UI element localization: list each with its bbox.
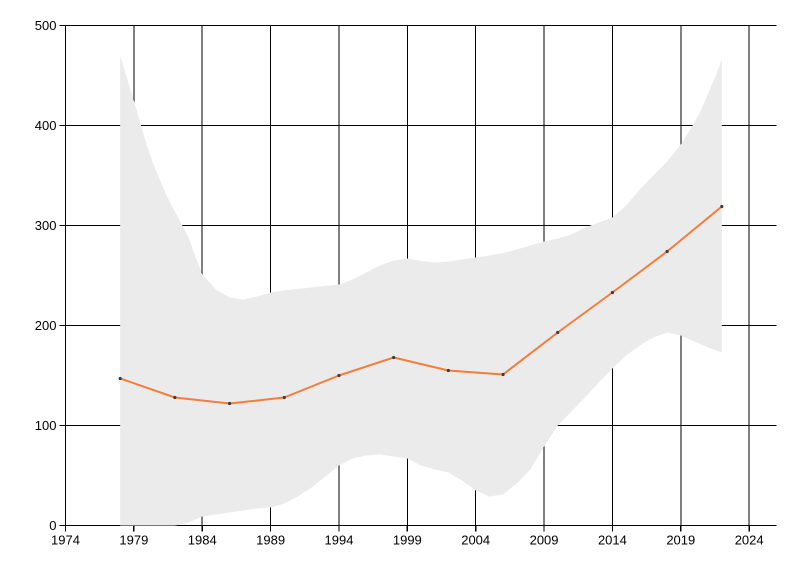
y-tick-label: 200: [35, 318, 57, 333]
y-tick-label: 500: [35, 18, 57, 33]
data-point-marker: [227, 401, 232, 406]
y-tick-label: 300: [35, 218, 57, 233]
data-point-marker: [556, 330, 560, 335]
data-point-marker: [720, 204, 724, 209]
data-point-marker: [118, 376, 122, 381]
x-tick-label: 1989: [256, 533, 285, 548]
x-tick-label: 2004: [461, 533, 490, 548]
data-point-marker: [610, 290, 615, 295]
data-point-marker: [665, 249, 669, 254]
x-tick-label: 2009: [530, 533, 559, 548]
x-tick-label: 2014: [598, 533, 627, 548]
confidence-band: [120, 55, 722, 526]
central-estimate-line: [119, 205, 723, 405]
x-tick-label: 2019: [666, 533, 695, 548]
x-tick-label: 2024: [735, 533, 764, 548]
x-tick-label: 1984: [188, 533, 217, 548]
data-point-marker: [446, 368, 450, 373]
x-tick-label: 1999: [393, 533, 422, 548]
x-tick-label: 1979: [119, 533, 148, 548]
data-point-marker: [337, 373, 341, 378]
y-tick-label: 0: [49, 518, 56, 533]
y-tick-label: 100: [35, 418, 57, 433]
data-point-marker: [282, 395, 286, 400]
data-point-marker: [501, 372, 505, 377]
data-point-marker: [173, 395, 177, 400]
x-tick-label: 1994: [325, 533, 354, 548]
data-point-marker: [392, 355, 396, 360]
y-tick-label: 400: [35, 118, 57, 133]
x-tick-label: 1974: [51, 533, 80, 548]
